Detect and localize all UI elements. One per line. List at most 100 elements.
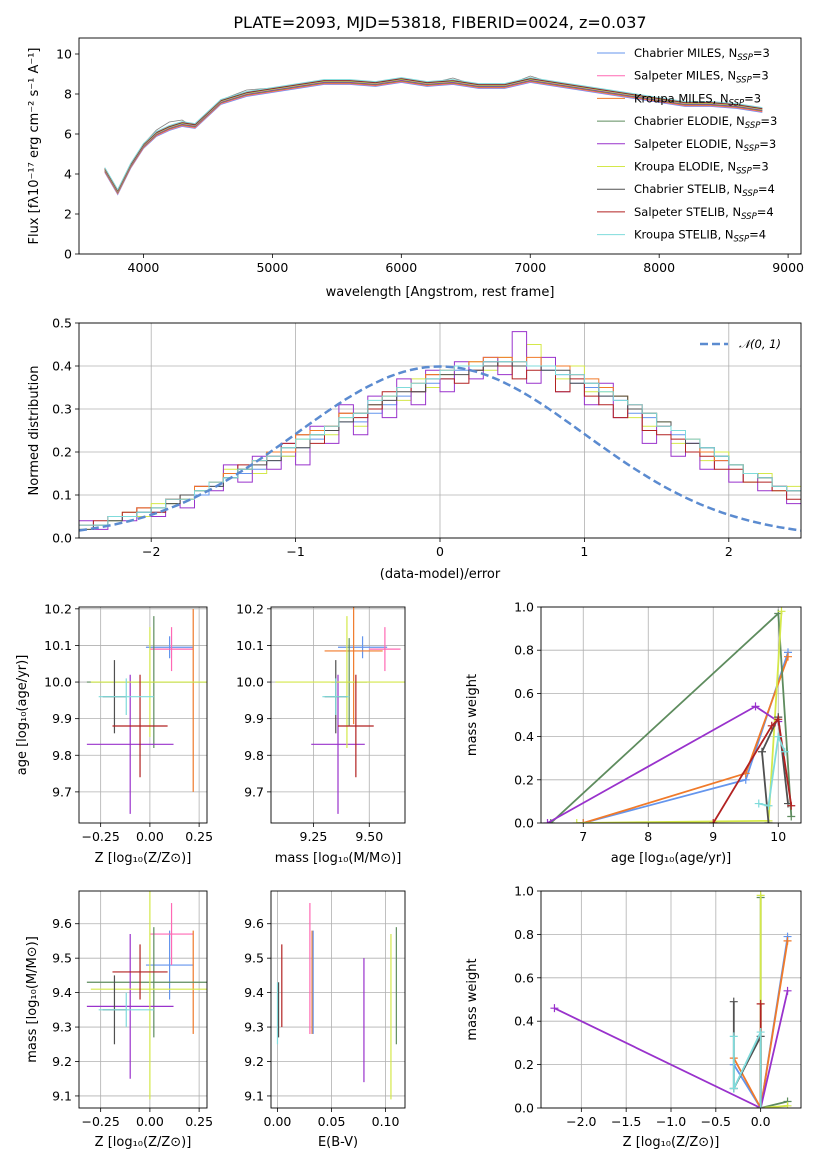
y-tick-label: 9.4: [244, 985, 264, 1000]
spectrum-frame: [78, 37, 802, 255]
weight_vs_age-plot-area: [543, 607, 796, 823]
y-tick-label: 10.2: [44, 601, 72, 616]
y-axis-label: Flux [fλ10⁻¹⁷ erg cm⁻² s⁻¹ A⁻¹]: [27, 48, 42, 245]
weight-marker: [787, 812, 796, 821]
legend-label: 𝒩(0, 1): [739, 337, 781, 351]
legend-label-sub: SSP: [745, 121, 761, 131]
legend-label: Chabrier MILES, NSSP=3: [634, 46, 770, 63]
y-tick-label: 0.4: [514, 729, 534, 744]
weight-marker: [579, 819, 588, 823]
y-tick-label: 0: [64, 247, 72, 262]
mass_vs_Z-frame: [78, 890, 208, 1109]
x-tick-label: −1.0: [656, 1114, 686, 1129]
legend-label-suffix: =4: [757, 205, 774, 219]
x-tick-label: −0.25: [82, 829, 120, 844]
x-tick-label: 0.00: [136, 829, 164, 844]
weight_vs_Z-frame: [540, 890, 802, 1109]
legend-label: Chabrier ELODIE, NSSP=3: [634, 114, 777, 131]
weight-marker: [780, 747, 789, 756]
weight-marker: [709, 819, 718, 823]
y-tick-label: 9.7: [52, 784, 72, 799]
y-axis-label: age [log₁₀(age/yr)]: [15, 655, 30, 776]
weight-marker: [787, 801, 796, 810]
model-spectrum-line: [104, 80, 763, 195]
y-tick-label: 2: [64, 207, 72, 222]
age_vs_Z-axes: −0.25 0.00 0.25 9.7 9.8 9.9 10.0 10.1 10.2 Z [log…: [15, 601, 213, 866]
weight-marker: [784, 652, 792, 661]
x-tick-label: −1.5: [611, 1114, 641, 1129]
legend-label-sub: SSP: [734, 235, 750, 245]
residual-histogram: [79, 361, 801, 538]
x-tick-label: 2: [725, 544, 733, 559]
model-spectrum-line: [104, 77, 763, 191]
y-tick-label: 0.2: [514, 1057, 534, 1072]
y-tick-label: 9.8: [52, 748, 72, 763]
legend-label-suffix: =3: [744, 91, 761, 105]
weight-marker: [550, 1004, 559, 1013]
y-tick-label: 9.9: [244, 711, 264, 726]
y-tick-label: 10.0: [44, 675, 72, 690]
weight-marker: [754, 799, 763, 808]
x-tick-label: 0.0: [751, 1114, 771, 1129]
model-spectrum-line: [104, 81, 763, 195]
y-tick-label: 9.5: [52, 951, 72, 966]
y-tick-label: 9.1: [52, 1088, 72, 1103]
x-tick-label: 0.05: [318, 1114, 346, 1129]
x-axis-label: mass [log₁₀(M/M⊙)]: [275, 851, 402, 866]
mass_vs_ebv-plot-area: [276, 903, 397, 1100]
gaussian-reference-curve: [79, 365, 801, 532]
y-tick-label: 6: [64, 127, 72, 142]
x-tick-label: 9.25: [300, 829, 328, 844]
weight-line: [761, 713, 789, 823]
y-tick-label: 10: [56, 47, 72, 62]
y-tick-label: 0.5: [52, 316, 72, 331]
y-tick-label: 9.5: [244, 951, 264, 966]
y-tick-label: 9.6: [52, 916, 72, 931]
y-tick-label: 0.0: [52, 531, 72, 546]
weight-line: [758, 733, 786, 807]
weight-line: [733, 940, 789, 1108]
x-tick-label: 9.50: [355, 829, 383, 844]
x-tick-label: 0.00: [264, 1114, 292, 1129]
y-tick-label: 0.2: [514, 772, 534, 787]
weight_vs_Z-plot-area: [550, 891, 792, 1108]
x-tick-label: 0.00: [136, 1114, 164, 1129]
legend-label-sub: SSP: [736, 167, 752, 177]
x-tick-label: −1: [286, 544, 304, 559]
y-tick-label: 9.4: [52, 985, 72, 1000]
weight-marker: [783, 1101, 792, 1108]
x-axis-label: E(B-V): [318, 1135, 358, 1150]
model-spectrum-line: [104, 78, 763, 192]
weight-marker: [756, 1028, 765, 1037]
x-tick-label: 6000: [385, 260, 417, 275]
weight-marker: [729, 997, 738, 1006]
weight_vs_age-frame: [540, 606, 802, 824]
mass_vs_ebv-frame: [270, 890, 406, 1109]
mass_vs_Z-plot-area: [86, 891, 207, 1100]
x-axis-label: Z [log₁₀(Z/Z⊙)]: [623, 1135, 720, 1150]
x-tick-label: 9000: [772, 260, 804, 275]
x-tick-label: 8: [644, 829, 652, 844]
y-tick-label: 9.7: [244, 784, 264, 799]
weight-marker: [758, 747, 766, 756]
weight_vs_age-axes: 7 8 9 10 0.0 0.2 0.4 0.6 0.8 1.0 age [log₁₀(age/yr…: [465, 600, 802, 866]
y-axis-label: mass weight: [465, 958, 480, 1040]
residuals-plot-area: [79, 331, 801, 538]
legend-label-suffix: =3: [753, 46, 770, 60]
legend-label: Salpeter STELIB, NSSP=4: [634, 205, 774, 222]
y-tick-label: 0.0: [514, 1101, 534, 1116]
legend-label-sub: SSP: [736, 76, 752, 86]
y-tick-label: 0.2: [52, 445, 72, 460]
age_vs_mass-frame: [270, 606, 406, 824]
y-tick-label: 9.3: [244, 1020, 264, 1035]
x-tick-label: 8000: [643, 260, 675, 275]
age_vs_Z-frame: [78, 606, 208, 824]
legend-label-suffix: =3: [752, 69, 769, 83]
spectrum-plot-area: [104, 75, 763, 196]
y-axis-label: mass weight: [465, 674, 480, 756]
x-tick-label: −0.25: [82, 1114, 120, 1129]
legend-label-suffix: =4: [749, 228, 766, 242]
weight-marker: [767, 721, 776, 730]
x-tick-label: 4000: [128, 260, 160, 275]
weight-marker: [572, 819, 581, 823]
